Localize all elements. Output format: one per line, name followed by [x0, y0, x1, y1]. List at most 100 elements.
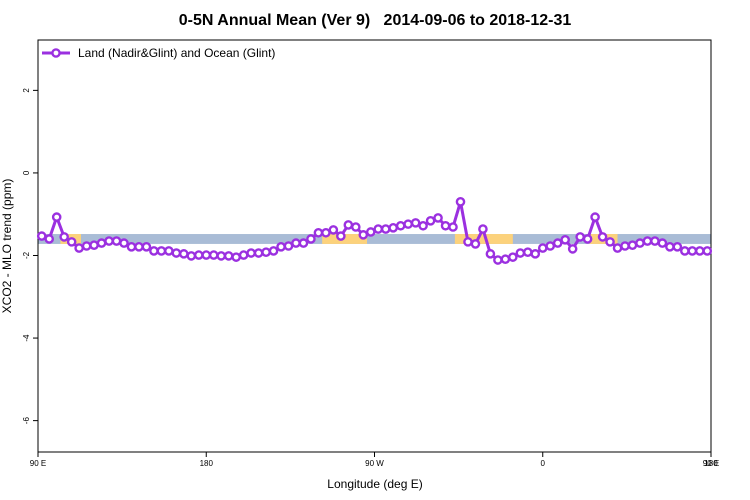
data-point [642, 236, 653, 246]
data-point [567, 244, 578, 254]
data-point [635, 238, 645, 248]
data-point [657, 238, 668, 248]
data-point [336, 231, 346, 241]
data-point [403, 219, 413, 229]
data-point [478, 224, 488, 234]
data-point [537, 243, 548, 253]
data-point [44, 234, 55, 244]
data-point [582, 234, 593, 244]
data-point [418, 220, 428, 231]
data-point [36, 231, 47, 241]
data-point [433, 213, 443, 223]
data-point [231, 252, 241, 262]
data-point [66, 237, 77, 247]
data-point [104, 236, 114, 246]
data-point [89, 240, 99, 250]
data-point [373, 224, 384, 234]
data-point [665, 242, 675, 252]
data-point [81, 241, 92, 251]
x-tick-label: 90 E [703, 459, 719, 468]
data-point [365, 227, 376, 237]
data-point [448, 222, 458, 232]
data-point [59, 232, 69, 242]
data-point [508, 252, 518, 262]
data-point [650, 236, 660, 246]
data-point [500, 254, 511, 265]
data-point [702, 246, 713, 256]
data-point [96, 238, 107, 248]
data-point [463, 237, 473, 247]
data-point [246, 248, 256, 258]
data-point [156, 246, 167, 256]
data-point [605, 237, 615, 247]
data-point [545, 241, 556, 251]
data-point [283, 241, 294, 251]
data-point [74, 243, 84, 253]
data-point [238, 250, 249, 260]
x-tick-label: 90 E [30, 459, 46, 468]
data-point [164, 246, 174, 256]
data-point [351, 222, 361, 232]
data-point [575, 232, 585, 242]
data-point [672, 242, 683, 252]
legend-marker [51, 48, 61, 58]
band-highlight [454, 234, 513, 244]
data-point [680, 246, 690, 256]
data-point [119, 238, 129, 248]
data-point [530, 249, 541, 259]
data-point [141, 242, 152, 252]
y-tick-label: -6 [22, 417, 31, 425]
data-point [276, 242, 286, 252]
data-point [208, 250, 219, 260]
x-tick-label: 180 [200, 459, 214, 468]
data-point [321, 227, 331, 238]
x-tick-label: 90 W [365, 459, 384, 468]
data-point [590, 212, 600, 222]
legend-label: Land (Nadir&Glint) and Ocean (Glint) [78, 46, 275, 60]
x-tick-label: 0 [541, 459, 546, 468]
y-tick-label: 0 [22, 170, 31, 175]
data-point [515, 248, 526, 258]
data-point [216, 251, 227, 261]
data-point [597, 232, 608, 242]
data-point [223, 251, 234, 261]
data-point [395, 220, 406, 231]
data-point [126, 242, 137, 252]
data-point [328, 225, 339, 235]
data-point [425, 216, 436, 226]
y-axis-label: XCO2 - MLO trend (ppm) [0, 179, 14, 314]
x-tick-label: 180 [704, 459, 718, 468]
chart-title: 0-5N Annual Mean (Ver 9) 2014-09-06 to 2… [179, 12, 572, 29]
data-point [552, 238, 563, 248]
data-point [186, 251, 197, 261]
data-point [620, 241, 630, 251]
y-tick-label: -4 [22, 334, 31, 342]
data-point [179, 249, 189, 259]
data-point [149, 246, 159, 256]
data-point [612, 243, 623, 253]
data-point [455, 197, 466, 207]
data-point [470, 239, 481, 249]
data-point [134, 242, 144, 252]
data-point [560, 235, 570, 245]
data-point [313, 227, 324, 238]
data-point [261, 247, 271, 257]
data-point [201, 250, 212, 260]
data-point [193, 250, 204, 260]
data-point [687, 246, 698, 256]
data-point [291, 238, 301, 248]
data-point [388, 223, 398, 233]
reference-band [38, 234, 711, 244]
data-point [522, 247, 533, 257]
data-point [268, 246, 279, 256]
x-axis-label: Longitude (deg E) [327, 477, 422, 491]
data-point [694, 246, 705, 256]
data-point [493, 255, 503, 265]
data-point [51, 212, 62, 222]
data-point [358, 230, 369, 240]
data-point [410, 218, 421, 228]
data-point [111, 236, 122, 246]
data-point [306, 234, 316, 244]
data-point [440, 220, 451, 231]
data-point [253, 248, 264, 258]
